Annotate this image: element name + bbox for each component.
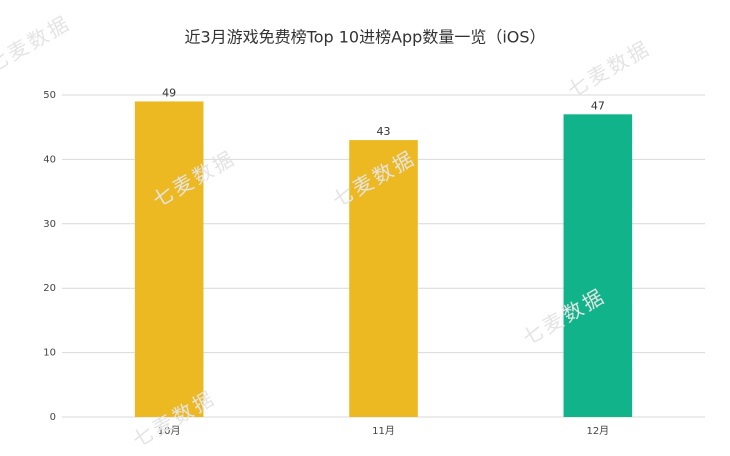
y-tick-label: 50 [43, 90, 56, 101]
value-label: 47 [591, 99, 605, 112]
value-label: 43 [377, 125, 391, 138]
bar [134, 101, 204, 417]
x-tick-label: 12月 [586, 425, 609, 437]
value-label: 49 [162, 86, 176, 99]
x-tick-label: 11月 [372, 425, 395, 437]
y-tick-label: 30 [43, 219, 56, 230]
y-tick-label: 40 [43, 154, 56, 165]
bar [349, 140, 418, 417]
y-tick-label: 20 [43, 283, 56, 294]
x-tick-label: 10月 [158, 425, 181, 437]
y-tick-label: 0 [50, 412, 56, 423]
chart-title: 近3月游戏免费榜Top 10进榜App数量一览（iOS） [184, 28, 545, 47]
y-tick-label: 10 [43, 348, 56, 359]
bar [563, 114, 633, 417]
